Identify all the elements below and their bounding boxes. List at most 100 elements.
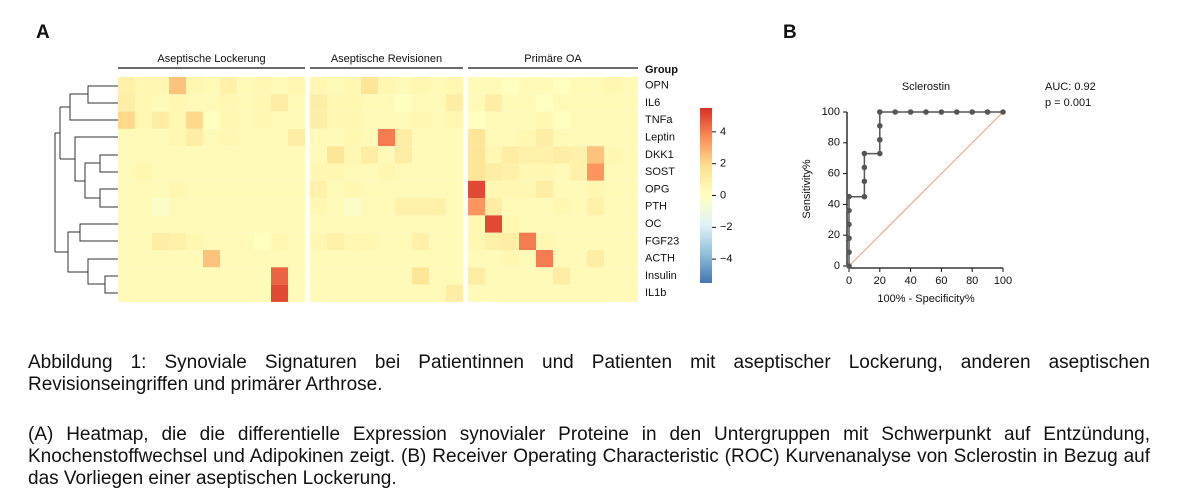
heat-cell (237, 232, 254, 250)
colorbar (700, 108, 712, 283)
row-label: OC (645, 218, 662, 230)
heat-cell (604, 267, 621, 285)
heat-cell (152, 128, 169, 147)
heat-cell (378, 267, 395, 285)
heat-cell (169, 146, 186, 164)
heat-cell (254, 77, 271, 95)
heat-cell (429, 215, 446, 233)
heat-cell (502, 284, 519, 302)
heat-cell (429, 180, 446, 199)
heat-cell (169, 163, 186, 181)
heat-cell (570, 146, 587, 164)
heat-cell (429, 128, 446, 147)
heat-cell (186, 128, 203, 147)
heat-cell (152, 111, 169, 129)
heat-cell (485, 111, 502, 129)
heat-cell (288, 94, 305, 112)
row-label: IL1b (645, 287, 666, 299)
heat-cell (186, 284, 203, 302)
heat-cell (412, 77, 429, 95)
heat-cell (186, 146, 203, 164)
heat-cell (288, 198, 305, 216)
heat-cell (237, 250, 254, 268)
heat-cell (587, 94, 604, 112)
y-tick-label: 100 (822, 106, 840, 118)
heat-cell (135, 198, 152, 216)
heat-cell (344, 94, 361, 112)
y-axis-label: Sensitivity% (801, 159, 813, 219)
heat-cell (604, 163, 621, 181)
heat-cell (118, 250, 135, 268)
heat-cell (553, 111, 570, 129)
heat-cell (220, 163, 237, 181)
heat-cell (135, 94, 152, 112)
heat-cell (412, 267, 429, 285)
heat-cell (254, 250, 271, 268)
heat-cell (327, 163, 344, 181)
heat-cell (446, 163, 463, 181)
group-title: Group (645, 64, 678, 76)
heat-cell (288, 111, 305, 129)
heat-cell (429, 163, 446, 181)
heat-cell (254, 267, 271, 285)
heat-cell (412, 111, 429, 129)
row-label: FGF23 (645, 235, 679, 247)
heat-cell (310, 163, 327, 181)
heat-cell (327, 267, 344, 285)
roc-point (846, 193, 852, 200)
heat-cell (361, 94, 378, 112)
heat-cell (553, 250, 570, 268)
heat-cell (327, 77, 344, 95)
heat-cell (361, 215, 378, 233)
heat-cell (169, 267, 186, 285)
heat-cell (220, 232, 237, 250)
heat-cell (468, 232, 485, 250)
heat-cell (310, 128, 327, 147)
heat-cell (519, 146, 536, 164)
heat-cell (587, 284, 604, 302)
heat-cell (327, 94, 344, 112)
heat-cell (186, 250, 203, 268)
heat-cell (604, 284, 621, 302)
heat-cell (186, 215, 203, 233)
heat-cell (446, 215, 463, 233)
heat-cell (502, 215, 519, 233)
roc-point (892, 109, 898, 115)
heat-cell (604, 111, 621, 129)
heat-cell (254, 198, 271, 216)
heat-cell (536, 128, 553, 147)
heat-cell (237, 146, 254, 164)
heat-cell (446, 267, 463, 285)
heat-cell (502, 232, 519, 250)
heat-cell (186, 77, 203, 95)
heat-cell (152, 284, 169, 302)
heat-cell (536, 180, 553, 199)
x-axis-label: 100% - Specificity% (877, 293, 974, 305)
heat-cell (135, 163, 152, 181)
heat-cell (570, 77, 587, 95)
heat-cell (587, 232, 604, 250)
heat-cell (361, 198, 378, 216)
heat-cell (519, 77, 536, 95)
heat-cell (135, 146, 152, 164)
heat-cell (271, 250, 288, 268)
heat-cell (135, 77, 152, 95)
heat-cell (118, 94, 135, 112)
heat-cell (485, 284, 502, 302)
heat-cell (502, 180, 519, 199)
heat-cell (288, 163, 305, 181)
heat-cell (519, 128, 536, 147)
heat-cell (395, 267, 412, 285)
heat-cell (621, 146, 638, 164)
heat-cell (485, 180, 502, 199)
heat-cell (254, 111, 271, 129)
heat-cell (378, 94, 395, 112)
heat-cell (536, 250, 553, 268)
heat-cell (446, 232, 463, 250)
heat-cell (220, 267, 237, 285)
heat-cell (485, 128, 502, 147)
heat-cell (237, 94, 254, 112)
heat-cell (361, 111, 378, 129)
heat-cell (621, 284, 638, 302)
x-tick-label: 20 (874, 275, 886, 287)
